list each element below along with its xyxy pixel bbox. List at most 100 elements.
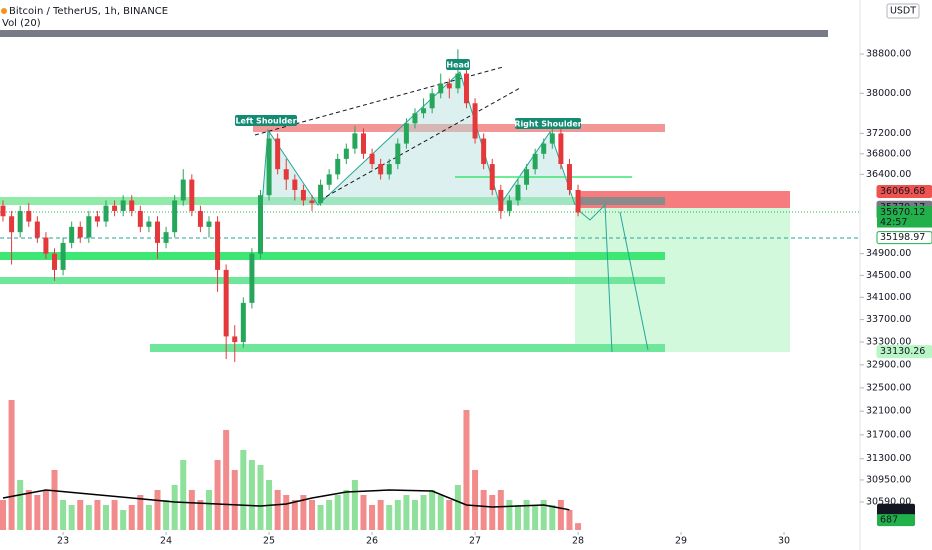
volume-bar bbox=[17, 480, 24, 530]
candle-body bbox=[120, 200, 126, 211]
candle-body bbox=[86, 216, 92, 238]
candle-body bbox=[180, 179, 186, 201]
price-tag-label: 35670.12 bbox=[880, 207, 925, 218]
candle-body bbox=[103, 205, 109, 222]
volume-bar bbox=[351, 480, 358, 530]
candle-body bbox=[506, 200, 512, 211]
volume-bar bbox=[51, 470, 58, 530]
volume-bar bbox=[360, 495, 367, 530]
candle-body bbox=[94, 216, 100, 222]
volume-bar bbox=[257, 465, 264, 530]
tag-bg bbox=[446, 59, 470, 70]
volume-bar bbox=[145, 505, 152, 530]
pattern-shade bbox=[262, 72, 575, 205]
volume-bar bbox=[334, 495, 341, 530]
tag-bg bbox=[515, 118, 581, 129]
candle-body bbox=[292, 179, 298, 190]
price-tag bbox=[876, 231, 932, 245]
price-tag bbox=[876, 185, 932, 199]
volume-tag bbox=[877, 503, 915, 516]
x-tick-label: 26 bbox=[366, 536, 378, 547]
volume-bar bbox=[566, 510, 573, 530]
candle-body bbox=[566, 164, 572, 190]
countdown-bg bbox=[877, 217, 932, 228]
marks bbox=[0, 49, 582, 530]
candle-body bbox=[283, 169, 289, 180]
candle-body bbox=[524, 169, 530, 185]
candle-body bbox=[69, 226, 75, 243]
candle-body bbox=[154, 221, 160, 243]
volume-bar bbox=[102, 505, 109, 530]
volume-bar bbox=[300, 495, 307, 530]
volume-bar bbox=[128, 505, 135, 530]
volume-bar bbox=[205, 490, 212, 530]
volume-bar bbox=[25, 490, 32, 530]
candle-body bbox=[378, 164, 384, 175]
volume-bar bbox=[180, 460, 187, 530]
candle-body bbox=[275, 138, 281, 170]
volume-bar bbox=[8, 400, 15, 530]
x-tick-label: 27 bbox=[469, 536, 481, 547]
y-tick-label: 37200.00 bbox=[866, 128, 911, 139]
volume-bar bbox=[171, 485, 178, 530]
volume-bar bbox=[429, 490, 436, 530]
annotation: Head bbox=[446, 61, 470, 70]
volume-tag bbox=[877, 514, 915, 527]
volume-bar bbox=[120, 510, 127, 530]
candle-body bbox=[77, 226, 83, 238]
volume-bar bbox=[111, 500, 118, 530]
candle-body bbox=[223, 269, 229, 337]
candle-body bbox=[532, 153, 538, 170]
candle-body bbox=[300, 189, 306, 201]
volume-bar bbox=[214, 460, 221, 530]
y-tick-label: 34900.00 bbox=[866, 248, 911, 259]
volume-bar bbox=[326, 500, 333, 530]
volume-bar bbox=[575, 523, 582, 530]
candle-body bbox=[498, 189, 504, 211]
x-tick-label: 23 bbox=[57, 536, 69, 547]
drawings bbox=[0, 0, 861, 550]
pattern-line bbox=[261, 71, 576, 207]
candle-body bbox=[360, 133, 366, 154]
volume-bar bbox=[0, 500, 7, 530]
candle-body bbox=[206, 221, 212, 227]
volume-bar bbox=[394, 500, 401, 530]
volume-bar bbox=[68, 505, 75, 530]
candle-body bbox=[558, 133, 564, 165]
volume-bar bbox=[506, 500, 513, 530]
candle-body bbox=[17, 210, 23, 233]
candle-body bbox=[0, 205, 6, 217]
volume-bar bbox=[557, 500, 564, 530]
volume-title: Vol (20) bbox=[2, 18, 41, 29]
y-tick-label: 32500.00 bbox=[866, 382, 911, 393]
candle-body bbox=[386, 164, 392, 175]
annotation-tags: Left Shoulder Head Right Shoulder bbox=[235, 59, 582, 129]
x-tick-label: 28 bbox=[572, 536, 584, 547]
volume-bar bbox=[489, 495, 496, 530]
volume-bar bbox=[411, 500, 418, 530]
x-tick-label: 25 bbox=[263, 536, 275, 547]
candle-body bbox=[129, 200, 135, 211]
volume-bar bbox=[94, 500, 101, 530]
volume-bar bbox=[85, 505, 92, 530]
candle-body bbox=[309, 200, 315, 204]
x-tick-label: 24 bbox=[160, 536, 172, 547]
volume-ma bbox=[2, 489, 570, 511]
volume-bar bbox=[446, 500, 453, 530]
support-zone bbox=[0, 252, 665, 260]
annotation: Right Shoulder bbox=[514, 120, 581, 129]
candle-body bbox=[481, 138, 487, 165]
candle-body bbox=[463, 73, 469, 104]
y-tick-label: 38000.00 bbox=[866, 88, 911, 99]
currency: USDT bbox=[890, 6, 916, 17]
support-zone bbox=[0, 197, 665, 205]
candle-body bbox=[403, 123, 409, 144]
volume-bar bbox=[343, 490, 350, 530]
candle-body bbox=[172, 200, 178, 233]
candle-body bbox=[421, 108, 427, 114]
candle-body bbox=[60, 242, 66, 270]
volume-bar bbox=[291, 500, 298, 530]
y-tick-label: 34500.00 bbox=[866, 270, 911, 281]
candle-body bbox=[43, 237, 49, 254]
candle-body bbox=[412, 113, 418, 124]
